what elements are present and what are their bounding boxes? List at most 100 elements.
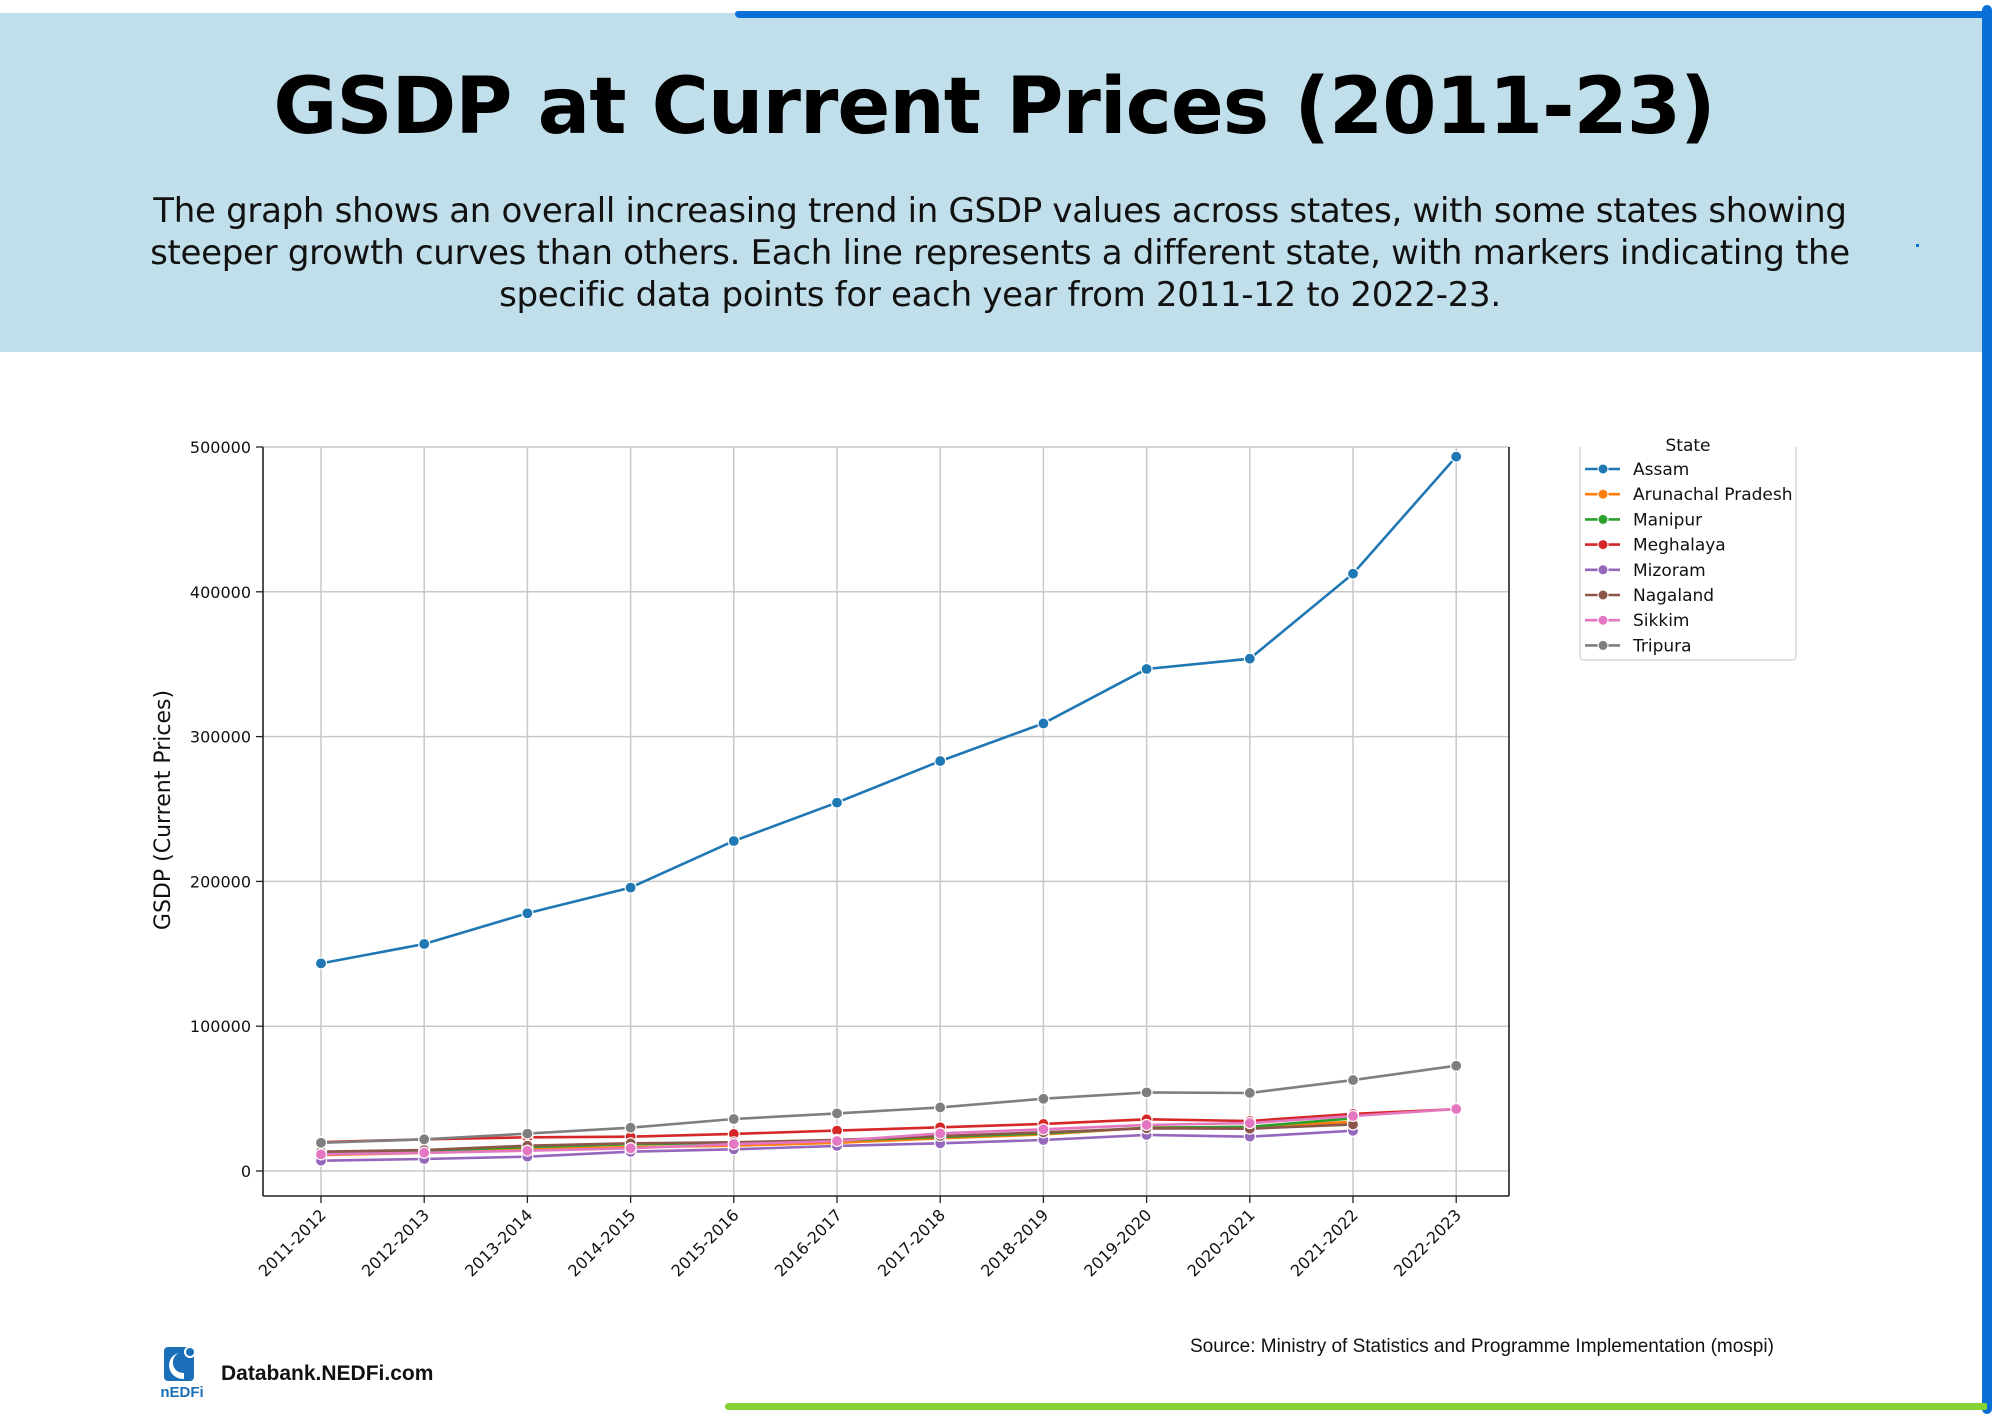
legend-item: Assam [1585, 460, 1689, 480]
y-tick-label: 400000 [190, 583, 251, 602]
y-tick-label: 200000 [190, 872, 251, 891]
data-point [727, 1112, 740, 1126]
legend-label: Assam [1633, 460, 1689, 480]
data-point [934, 1127, 947, 1140]
legend-label: Mizoram [1633, 561, 1706, 581]
series-line [320, 455, 1458, 965]
data-point [1243, 1116, 1256, 1130]
x-tick-label: 2018-2019 [977, 1205, 1052, 1280]
data-point [314, 1148, 328, 1161]
y-axis-label: GSDP (Current Prices) [151, 690, 176, 930]
decorative-right-border [1982, 5, 1992, 1414]
data-point [1346, 1073, 1360, 1087]
legend-label: Tripura [1632, 636, 1692, 656]
x-tick-label: 2014-2015 [564, 1205, 639, 1280]
grid-lines [263, 446, 1509, 1196]
data-point [624, 1121, 637, 1134]
data-point [727, 1137, 740, 1151]
legend-item: Nagaland [1585, 586, 1714, 606]
page-title: GSDP at Current Prices (2011-23) [273, 62, 1715, 152]
x-tick-label: 2017-2018 [874, 1205, 949, 1280]
data-point [1037, 1092, 1050, 1105]
data-point [521, 907, 534, 920]
legend-item: Arunachal Pradesh [1585, 485, 1793, 505]
decorative-dot [1916, 244, 1919, 247]
y-tick-label: 300000 [190, 728, 251, 747]
data-point [1140, 662, 1153, 676]
legend-item: Sikkim [1585, 611, 1690, 631]
legend-label: Sikkim [1633, 611, 1690, 631]
series-tripura [314, 1059, 1463, 1149]
data-point [830, 1134, 844, 1148]
data-point [314, 1136, 328, 1149]
data-point [418, 1146, 431, 1159]
y-tick-label: 500000 [190, 438, 251, 457]
legend-marker [1597, 488, 1609, 500]
legend-marker [1597, 513, 1609, 525]
x-tick-label: 2012-2013 [358, 1205, 433, 1280]
series-line [320, 1064, 1457, 1145]
data-point [624, 1142, 637, 1155]
data-point [1140, 1086, 1153, 1099]
legend-marker [1597, 639, 1609, 651]
data-point [1037, 1123, 1050, 1136]
svg-text:nEDFi: nEDFi [160, 1384, 203, 1399]
y-tick-label: 0 [241, 1162, 251, 1181]
x-tick-label: 2013-2014 [461, 1205, 536, 1280]
data-point [521, 1127, 534, 1140]
series-line [320, 1107, 1457, 1144]
data-point [1243, 652, 1256, 665]
x-tick-label: 2021-2022 [1287, 1205, 1362, 1280]
data-point [1450, 1059, 1463, 1072]
y-tick-label: 100000 [190, 1017, 251, 1036]
data-point [418, 937, 431, 951]
data-point [1346, 1109, 1360, 1123]
data-point [934, 754, 947, 768]
data-point [1140, 1118, 1153, 1132]
legend-item: Meghalaya [1585, 536, 1726, 556]
legend-marker [1597, 463, 1609, 475]
legend-frame [1579, 447, 1797, 661]
data-point [314, 957, 328, 970]
x-tick-label: 2015-2016 [668, 1205, 743, 1280]
legend: State Assam Arunachal Pradesh Manipur Meghal… [1579, 436, 1797, 661]
data-point [1037, 717, 1050, 730]
x-tick-label: 2019-2020 [1080, 1205, 1155, 1280]
x-tick-label: 2022-2023 [1390, 1205, 1465, 1280]
legend-title: State [1666, 436, 1711, 456]
legend-label: Meghalaya [1633, 536, 1726, 556]
nedfi-logo-icon: nEDFi [160, 1346, 204, 1399]
legend-marker [1597, 614, 1609, 626]
data-point [1243, 1086, 1256, 1100]
series-line [320, 1107, 1457, 1156]
header-banner [0, 13, 1988, 352]
legend-marker [1597, 589, 1609, 601]
data-point [1346, 567, 1360, 580]
data-point [1450, 1102, 1463, 1116]
decorative-top-border [735, 11, 1990, 18]
data-point [624, 881, 637, 894]
legend-label: Nagaland [1633, 586, 1714, 606]
legend-label: Arunachal Pradesh [1633, 485, 1793, 505]
data-point [1450, 450, 1463, 463]
decorative-bottom-border [725, 1403, 1987, 1410]
legend-marker [1597, 564, 1609, 576]
series-layer [314, 450, 1463, 1167]
page-caption: The graph shows an overall increasing tr… [150, 191, 1850, 315]
x-tick-label: 2011-2012 [255, 1205, 330, 1280]
footer-site-link[interactable]: Databank.NEDFi.com [221, 1362, 434, 1385]
series-assam [314, 450, 1463, 970]
legend-item: Mizoram [1585, 561, 1706, 581]
x-tick-label: 2016-2017 [771, 1205, 846, 1280]
legend-item: Manipur [1585, 510, 1702, 530]
legend-item: Tripura [1585, 636, 1692, 656]
x-tick-label: 2020-2021 [1184, 1205, 1259, 1280]
data-point [830, 1107, 844, 1120]
data-point [727, 834, 740, 848]
data-point [521, 1144, 534, 1157]
legend-label: Manipur [1633, 510, 1702, 530]
data-point [830, 796, 844, 809]
legend-marker [1597, 539, 1609, 551]
footer-source-note: Source: Ministry of Statistics and Progr… [1190, 1336, 1774, 1357]
